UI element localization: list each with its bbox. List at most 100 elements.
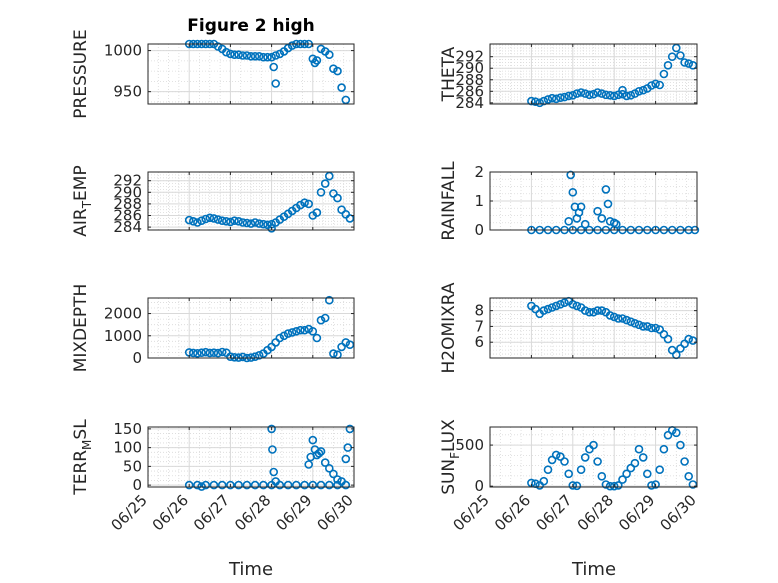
data-point (275, 333, 285, 343)
data-point (611, 219, 621, 229)
data-point (226, 352, 235, 362)
x-tick-label: 06/28 (574, 491, 617, 534)
data-point (254, 51, 264, 61)
y-tick-label: 150 (113, 420, 142, 438)
data-point (601, 185, 611, 194)
data-point (564, 217, 574, 226)
data-point (268, 445, 277, 454)
data-point (226, 480, 235, 490)
data-point (593, 306, 602, 315)
data-point (324, 480, 334, 490)
data-point (189, 348, 198, 358)
data-point (688, 61, 698, 70)
data-point (580, 306, 590, 315)
data-point (593, 206, 602, 216)
data-point (597, 471, 607, 481)
y-tick-label: 284 (455, 94, 484, 112)
data-point (589, 307, 598, 317)
data-point (250, 480, 260, 490)
y-tick-label: 950 (113, 83, 142, 101)
data-point (242, 51, 252, 60)
data-point (230, 50, 239, 60)
data-point (209, 480, 219, 490)
data-point (688, 336, 698, 345)
data-point (547, 455, 557, 465)
data-point (254, 350, 264, 360)
data-point (333, 475, 342, 484)
subplot-8: 0 500SUNFLUX06/2506/2606/2706/2806/2906/3… (439, 419, 700, 535)
data-point (201, 347, 210, 357)
data-point (551, 94, 561, 104)
data-point (547, 303, 557, 312)
data-point (601, 90, 611, 100)
data-point (647, 481, 656, 490)
axes-frame (147, 43, 355, 105)
data-point (539, 96, 549, 106)
data-point (300, 480, 309, 490)
data-point (316, 447, 326, 456)
data-point (201, 214, 210, 224)
x-axis-label-right: Time (571, 559, 616, 580)
data-point (259, 219, 268, 229)
data-point (638, 453, 648, 462)
data-point (551, 301, 561, 311)
data-point (234, 50, 243, 60)
data-point (622, 91, 631, 101)
data-point (337, 83, 346, 92)
data-point (324, 463, 334, 473)
data-point (209, 214, 219, 223)
data-point (184, 215, 194, 225)
data-point (613, 481, 623, 490)
data-point (659, 444, 669, 454)
data-point (626, 317, 636, 327)
y-tick-label: 0 (132, 349, 142, 367)
data-point (250, 352, 260, 362)
data-point (560, 92, 569, 102)
data-point (556, 299, 565, 309)
data-point (618, 85, 627, 95)
data-point (593, 457, 602, 466)
data-point (564, 91, 574, 101)
data-point (320, 458, 330, 467)
data-point (213, 348, 223, 358)
data-point (324, 295, 334, 305)
y-axis-label: TERRMSL (71, 419, 94, 496)
data-point (597, 214, 607, 223)
data-point (560, 457, 569, 466)
data-point (626, 91, 636, 100)
y-tick-label: 288 (455, 71, 484, 89)
data-point (655, 325, 665, 334)
data-point (213, 215, 223, 224)
data-point (680, 457, 689, 466)
data-point (205, 213, 215, 223)
y-tick-label: 7 (474, 317, 484, 335)
data-point (333, 193, 342, 203)
data-point (304, 324, 314, 334)
data-point (539, 476, 549, 486)
data-point (560, 298, 569, 308)
data-point (634, 87, 644, 96)
data-point (316, 188, 326, 197)
data-point (618, 89, 627, 99)
y-tick-label: 290 (455, 59, 484, 77)
data-point (659, 69, 669, 79)
axes-frame (147, 297, 355, 359)
subplot-5: 0 1000 2000 MIXDEPTH (71, 284, 355, 372)
data-point (680, 58, 689, 67)
data-point (651, 323, 660, 333)
y-tick-label: 100 (113, 439, 142, 457)
data-point (622, 469, 631, 479)
y-axis-label: AIRTEMP (71, 165, 94, 236)
data-point (320, 179, 330, 188)
y-tick-label: 284 (113, 218, 142, 236)
data-point (201, 480, 210, 490)
x-tick-label: 06/25 (108, 491, 151, 534)
data-point (226, 49, 235, 59)
x-tick-label: 06/30 (657, 491, 700, 534)
data-point (304, 199, 314, 209)
data-point (259, 480, 268, 490)
data-point (651, 480, 660, 489)
data-point (647, 323, 656, 333)
data-point (234, 217, 243, 226)
data-point (638, 85, 648, 95)
